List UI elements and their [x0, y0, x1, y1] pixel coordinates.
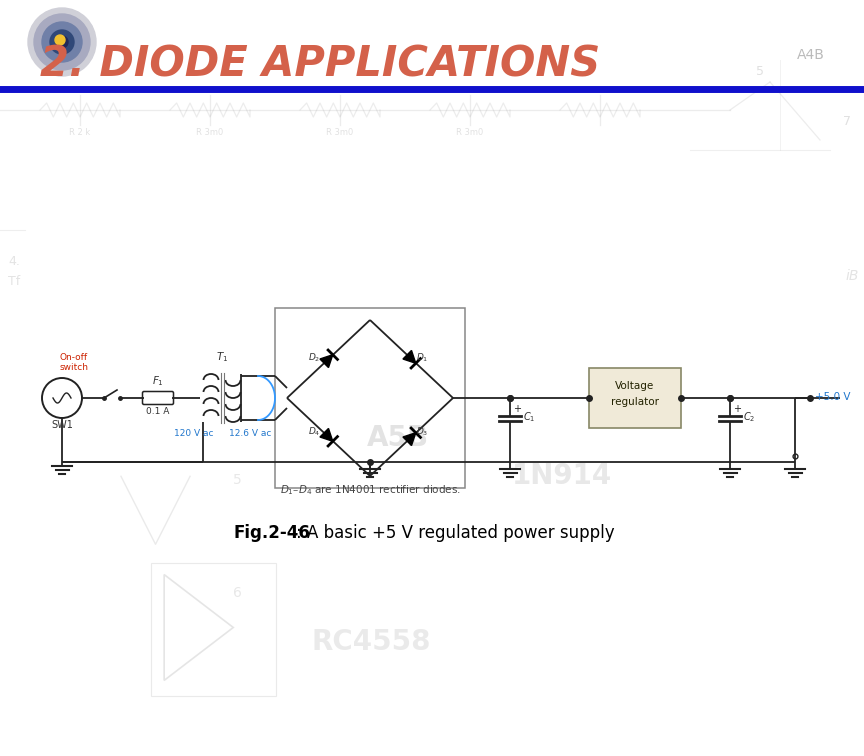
Text: R 3m0: R 3m0: [456, 128, 484, 137]
FancyBboxPatch shape: [143, 392, 174, 404]
Polygon shape: [403, 351, 416, 364]
Text: iB: iB: [845, 269, 859, 283]
Text: $C_1$: $C_1$: [523, 410, 536, 424]
Text: A5B: A5B: [366, 424, 429, 452]
Polygon shape: [320, 355, 333, 367]
Text: $D_3$: $D_3$: [416, 426, 429, 438]
Text: SW1: SW1: [51, 420, 73, 430]
Text: 7: 7: [843, 115, 851, 128]
Bar: [275, 308, 465, 488]
Text: R 2 k: R 2 k: [69, 128, 91, 137]
Text: $D_1$: $D_1$: [416, 352, 429, 364]
Circle shape: [42, 22, 82, 62]
Text: +5.0 V: +5.0 V: [815, 392, 850, 402]
Circle shape: [28, 8, 96, 76]
Text: $C_2$: $C_2$: [743, 410, 755, 424]
Text: R 3m0: R 3m0: [327, 128, 353, 137]
Text: R 3m0: R 3m0: [196, 128, 224, 137]
Bar: [151, 563, 276, 696]
Circle shape: [55, 35, 65, 45]
Circle shape: [50, 30, 74, 54]
Circle shape: [34, 14, 90, 70]
Polygon shape: [320, 429, 333, 442]
Text: $D_1$–$D_4$ are 1N4001 rectifier diodes.: $D_1$–$D_4$ are 1N4001 rectifier diodes.: [280, 483, 461, 497]
Text: : A basic +5 V regulated power supply: : A basic +5 V regulated power supply: [295, 524, 614, 542]
Text: $T_1$: $T_1$: [216, 350, 228, 364]
Text: 2. DIODE APPLICATIONS: 2. DIODE APPLICATIONS: [40, 43, 600, 85]
Text: Tf: Tf: [8, 275, 20, 288]
Text: regulator: regulator: [611, 397, 659, 407]
Circle shape: [56, 36, 68, 48]
Text: 4.: 4.: [8, 255, 20, 268]
FancyBboxPatch shape: [589, 368, 681, 428]
Text: switch: switch: [60, 363, 88, 372]
Text: RC4558: RC4558: [312, 628, 431, 656]
Text: 1N914: 1N914: [511, 462, 612, 490]
Text: $D_2$: $D_2$: [308, 352, 321, 364]
Text: 5: 5: [756, 65, 764, 78]
Text: $F_1$: $F_1$: [152, 374, 164, 388]
Text: 5: 5: [233, 472, 242, 487]
Text: +: +: [733, 404, 741, 414]
Text: $D_4$: $D_4$: [308, 426, 321, 438]
Text: 120 V ac: 120 V ac: [175, 429, 213, 438]
Text: On-off: On-off: [60, 353, 88, 362]
Text: +: +: [513, 404, 521, 414]
Text: Voltage: Voltage: [615, 381, 655, 391]
Polygon shape: [403, 432, 416, 445]
Text: A4B: A4B: [797, 48, 825, 62]
Text: 12.6 V ac: 12.6 V ac: [229, 429, 271, 438]
Text: 0.1 A: 0.1 A: [146, 407, 169, 416]
Text: 6: 6: [233, 586, 242, 600]
Text: Fig.2-46: Fig.2-46: [233, 524, 310, 542]
